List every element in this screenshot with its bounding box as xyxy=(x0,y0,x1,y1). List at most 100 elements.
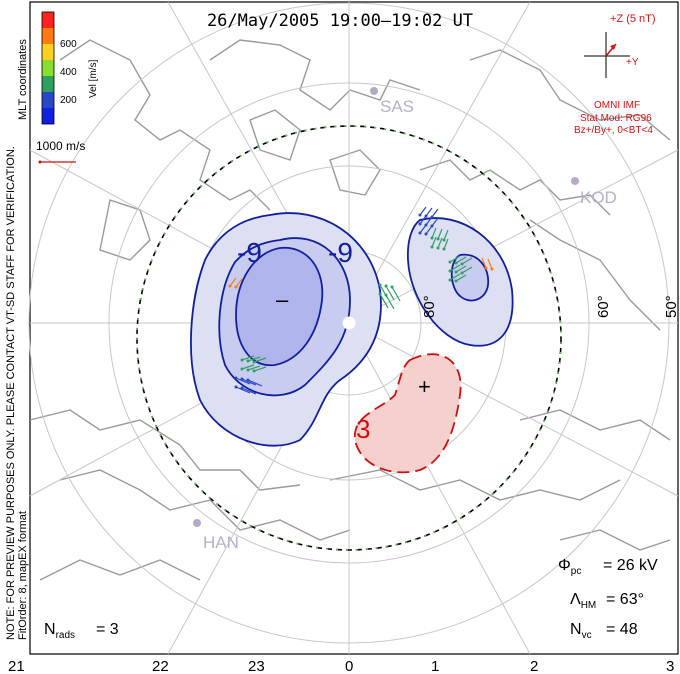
velocity-vector-origin xyxy=(240,377,244,381)
velocity-vector-origin xyxy=(460,271,464,275)
imf-indicator: +Z (5 nT) +Y OMNI IMF Stat Mod: RG96 Bz+… xyxy=(574,13,656,136)
colorbar-tick-400: 400 xyxy=(60,67,77,78)
velocity-vector xyxy=(419,206,427,216)
velocity-vector xyxy=(461,257,473,265)
velocity-vector xyxy=(385,285,395,301)
velocity-vector-origin xyxy=(378,283,382,287)
velocity-vector-origin xyxy=(442,238,446,242)
velocity-vector xyxy=(437,228,443,240)
velocity-vector xyxy=(455,265,467,273)
velocity-vector-origin xyxy=(246,359,250,363)
velocity-vector xyxy=(461,266,473,274)
nvc-value: = 48 xyxy=(606,621,638,638)
velocity-vector xyxy=(455,256,467,264)
lambda-label: ΛHM xyxy=(570,591,596,611)
velocity-vector-origin xyxy=(418,222,422,226)
station-label-han: HAN xyxy=(203,533,239,552)
neg-cell2-core xyxy=(450,253,490,302)
velocity-vector-origin xyxy=(436,237,440,241)
velocity-vector xyxy=(437,237,443,249)
colorbar-label: Vel [m/s] xyxy=(88,59,99,98)
velocity-vector xyxy=(241,355,255,361)
velocity-vector xyxy=(379,293,389,309)
velocity-vector-origin xyxy=(234,285,238,289)
velocity-vector xyxy=(419,224,427,234)
mlt-tick-2: 2 xyxy=(530,658,538,674)
phi-value: = 26 kV xyxy=(603,557,658,574)
velocity-vector xyxy=(455,274,467,282)
lat-label-80: 80° xyxy=(421,295,438,318)
velocity-vector xyxy=(247,365,261,371)
velocity-vector-origin xyxy=(454,270,458,274)
velocity-vector-origin xyxy=(384,293,388,297)
colorbar-tick-600: 600 xyxy=(60,39,77,50)
velocity-vectors xyxy=(228,206,494,395)
velocity-vector xyxy=(391,286,401,302)
velocity-vector-origin xyxy=(252,369,256,373)
velocity-vector-origin xyxy=(240,358,244,362)
lat-label-50: 50° xyxy=(663,295,680,318)
nrads-sub: rads xyxy=(56,630,75,641)
lat-label-60: 60° xyxy=(595,295,612,318)
velocity-vector xyxy=(253,357,267,363)
scale-vector-label: 1000 m/s xyxy=(36,139,85,153)
nvc-symbol: N xyxy=(570,621,582,638)
imf-z-label: +Z (5 nT) xyxy=(610,13,656,25)
velocity-vector xyxy=(241,364,255,370)
lambda-symbol: Λ xyxy=(570,591,581,608)
scale-vector: 1000 m/s xyxy=(36,139,85,164)
station-label-sas: SAS xyxy=(380,97,414,116)
velocity-vector-origin xyxy=(448,278,452,282)
velocity-vector xyxy=(449,273,461,281)
station-label-kod: KOD xyxy=(580,188,617,207)
mlt-axis: 21 22 23 0 1 2 3 xyxy=(8,658,674,674)
velocity-vector xyxy=(431,217,439,227)
velocity-vector-origin xyxy=(246,368,250,372)
velocity-vector xyxy=(247,356,261,362)
station-kod: KOD xyxy=(571,177,617,207)
velocity-vector xyxy=(443,238,449,250)
station-sas: SAS xyxy=(370,87,414,116)
velocity-vector xyxy=(431,236,437,248)
velocity-colorbar: 600 400 200 Vel [m/s] xyxy=(41,11,99,125)
velocity-vector xyxy=(385,294,395,310)
nrads-value: = 3 xyxy=(96,621,119,638)
mlt-tick-21: 21 xyxy=(8,658,25,674)
velocity-vector-origin xyxy=(252,360,256,364)
velocity-vector-origin xyxy=(418,231,422,235)
imf-condition: Bz+/By+, 0<BT<4 xyxy=(574,125,653,136)
imf-source: OMNI IMF xyxy=(594,100,640,111)
velocity-vector-origin xyxy=(430,236,434,240)
nrads-symbol: N xyxy=(44,621,56,638)
velocity-vector xyxy=(235,377,251,385)
velocity-vector xyxy=(425,216,433,226)
velocity-vector-origin xyxy=(246,378,250,382)
velocity-vector-origin xyxy=(484,266,488,270)
velocity-vector xyxy=(431,208,439,218)
velocity-vector-origin xyxy=(448,269,452,273)
velocity-vector-origin xyxy=(418,213,422,217)
phi-sub: pc xyxy=(571,566,582,577)
imf-y-label: +Y xyxy=(626,57,639,68)
velocity-vector-origin xyxy=(454,261,458,265)
disclaimer-text: NOTE: FOR PREVIEW PURPOSES ONLY. PLEASE … xyxy=(5,146,17,640)
velocity-vector-origin xyxy=(460,262,464,266)
mlt-tick-1: 1 xyxy=(431,658,439,674)
potential-maximum: + xyxy=(418,374,431,399)
velocity-vector xyxy=(449,255,461,263)
pole-marker xyxy=(342,316,356,330)
velocity-vector-origin xyxy=(436,246,440,250)
mlt-tick-0: 0 xyxy=(345,658,353,674)
velocity-vector-origin xyxy=(442,247,446,251)
nvc-label: Nvc xyxy=(570,621,592,641)
velocity-vector xyxy=(241,387,257,395)
velocity-vector xyxy=(443,229,449,241)
pos-cell xyxy=(354,353,462,474)
velocity-vector-origin xyxy=(384,284,388,288)
contour-label-pos: 3 xyxy=(356,414,370,444)
velocity-vector-origin xyxy=(228,284,232,288)
station-han: HAN xyxy=(193,519,239,552)
velocity-vector xyxy=(487,258,493,270)
velocity-vector-origin xyxy=(240,367,244,371)
lambda-sub: HM xyxy=(581,600,597,611)
